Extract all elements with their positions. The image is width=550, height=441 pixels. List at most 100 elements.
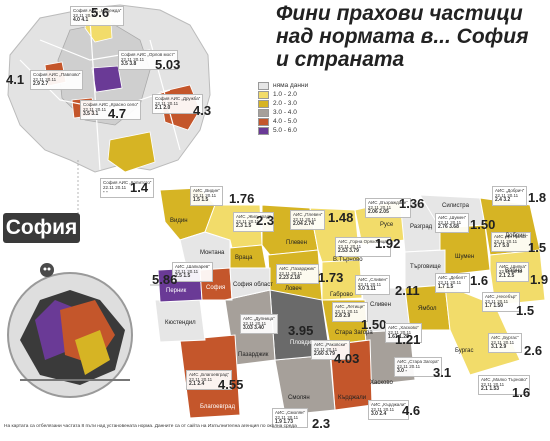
station-value: 1.5 xyxy=(528,240,547,255)
station-value: 1.4 xyxy=(130,180,149,195)
station-name: София АИС „Красно село“ xyxy=(83,102,139,107)
region-label: Перник xyxy=(166,288,187,294)
station-value: 4.55 xyxy=(218,377,244,392)
legend-item: няма данни xyxy=(258,81,308,90)
region-label: Стара Загора xyxy=(335,330,373,336)
region-label: Силистра xyxy=(442,203,469,209)
station-name: София АИС „Надежда“ xyxy=(73,8,122,13)
station-dates: 22.11 20.11 xyxy=(73,13,97,19)
station-box: София АИС „Орлов мост“ 22.11 20.11 3.5 3… xyxy=(118,50,178,70)
title-line: и страната xyxy=(276,48,405,71)
station-values: 4.0 4.1 xyxy=(73,17,89,24)
region-label: Кюстендил xyxy=(165,320,196,326)
station-value: 1.9 xyxy=(530,272,549,287)
station-name: София АИС „Копитото“ xyxy=(103,180,152,185)
station-name: София АИС „Дружба“ xyxy=(155,96,201,101)
station-dates: 22.11 20.11 xyxy=(83,107,107,113)
region-label: Търговище xyxy=(410,264,441,270)
legend-item: 4.0 - 5.0 xyxy=(258,117,308,126)
station-value: 4.03 xyxy=(334,351,360,366)
legend-label: няма данни xyxy=(273,82,309,89)
legend: няма данни 1.0 - 2.0 2.0 - 3.0 3.0 - 4.0… xyxy=(258,81,308,135)
station-value: 5.03 xyxy=(155,57,181,72)
station-value: 1.50 xyxy=(361,317,387,332)
region-label: В.Търново xyxy=(333,257,363,263)
station-dates: 22.11 20.11 xyxy=(155,101,179,107)
region-label: Пловдив xyxy=(290,340,315,346)
station-values: 2.1 2.0 xyxy=(155,105,171,112)
legend-label: 1.0 - 2.0 xyxy=(273,91,297,98)
region-label: Видин xyxy=(170,218,188,224)
region-label: Сливен xyxy=(370,302,391,308)
station-box: АИС „Шипка“ 22.11 20.11 2.1 2.5 xyxy=(496,262,530,282)
smog-yellow xyxy=(75,330,110,375)
region-label: София област xyxy=(233,282,273,288)
legend-label: 5.0 - 6.0 xyxy=(273,127,297,134)
smog-illustration xyxy=(7,263,133,398)
region-label: Ямбол xyxy=(418,306,437,312)
station-value: 2.3 xyxy=(256,213,275,228)
station-name: София АИС „Орлов мост“ xyxy=(121,52,175,57)
station-box: АИС „Малко Търново“ 22.11 20.11 2.1 1.53 xyxy=(478,375,531,395)
station-dates: 22.11 20.11 xyxy=(103,185,127,191)
district-orlov-most xyxy=(91,65,123,93)
sofia-city-map xyxy=(7,4,211,173)
station-box: АИС „Несебър“ 22.11 20.11 1.7 1.50 xyxy=(482,292,520,312)
sofia-label: София xyxy=(3,213,80,243)
station-value: 1.92 xyxy=(375,236,401,251)
legend-swatch xyxy=(258,108,269,117)
station-box: АИС „Дупница“ 22.11 20.11 3.03 3.40 xyxy=(240,314,278,334)
title-line: Фини прахови частици xyxy=(276,2,523,25)
station-values: 3.5 3.1 xyxy=(83,111,99,118)
station-value: 2.11 xyxy=(395,283,420,298)
station-box: АИС „Летище“ 22.11 20.11 2.8 2.9 xyxy=(332,302,368,322)
region-label: Смолян xyxy=(288,395,310,401)
station-box: София АИС „Надежда“ 22.11 20.11 4.0 4.1 xyxy=(70,6,125,26)
station-box: АИС „Сливен“ 22.11 20.11 3.0 3.11 xyxy=(355,275,391,295)
station-value: 4.6 xyxy=(402,403,421,418)
station-box: АИС „Благоевград“ 22.11 20.11 2.1 2.4 xyxy=(186,370,232,390)
legend-swatch xyxy=(258,117,269,126)
station-box: София АИС „Копитото“ 22.11 20.11 - - xyxy=(100,178,155,198)
station-value: 5.86 xyxy=(152,272,178,287)
station-value: 1.6 xyxy=(512,385,531,400)
station-value: 4.3 xyxy=(193,103,212,118)
skull-eye-icon xyxy=(43,267,47,271)
legend-label: 2.0 - 3.0 xyxy=(273,100,297,107)
region-label: Варна xyxy=(505,268,523,274)
station-box: София АИС „Красно село“ 22.11 20.11 3.5 … xyxy=(80,100,142,120)
station-value: 4.7 xyxy=(108,106,127,121)
station-value: 1.48 xyxy=(328,210,354,225)
skull-eye-icon xyxy=(47,267,51,271)
station-box: АИС „Раковски“ 22.11 20.11 2.60 3.79 xyxy=(311,340,350,360)
station-value: 1.73 xyxy=(318,270,344,285)
station-box: АИС „Стара Загора“ 22.11 20.11 3.0 - xyxy=(394,357,443,377)
region-label: Ловеч xyxy=(285,286,302,292)
legend-item: 1.0 - 2.0 xyxy=(258,90,308,99)
region-gabrovo xyxy=(321,259,363,301)
station-value: 1.6 xyxy=(470,273,489,288)
district-kopitoto xyxy=(107,131,156,173)
station-box: АИС „Смолян“ 22.11 20.11 1.9 1.73 xyxy=(272,408,309,428)
station-value: 1.36 xyxy=(399,196,425,211)
region-label: Враца xyxy=(235,255,253,261)
region-label: Добрич xyxy=(505,233,526,239)
station-value: 1.21 xyxy=(395,332,421,347)
legend-item: 2.0 - 3.0 xyxy=(258,99,308,108)
region-sofia-oblast xyxy=(224,267,271,301)
legend-item: 3.0 - 4.0 xyxy=(258,108,308,117)
title-line: над нормата в... София xyxy=(276,25,529,48)
station-box: АИС „Плевен“ 22.11 20.11 2.04 2.74 xyxy=(290,210,326,230)
region-label: Шумен xyxy=(455,254,475,260)
region-shumen xyxy=(439,224,491,276)
region-label: Кърджали xyxy=(338,395,367,401)
station-dates: 22.11 20.11 xyxy=(33,77,57,83)
legend-item: 5.0 - 6.0 xyxy=(258,126,308,135)
footnote: На картата са отбелязани частата 8 пъти … xyxy=(4,424,297,429)
station-value: 4.1 xyxy=(6,72,25,87)
station-box: АИС „Дебелт“ 22.11 20.11 1.7 1.5 xyxy=(435,273,470,293)
region-smolyan xyxy=(274,354,336,416)
legend-swatch xyxy=(258,81,269,90)
skull-icon xyxy=(40,263,54,277)
